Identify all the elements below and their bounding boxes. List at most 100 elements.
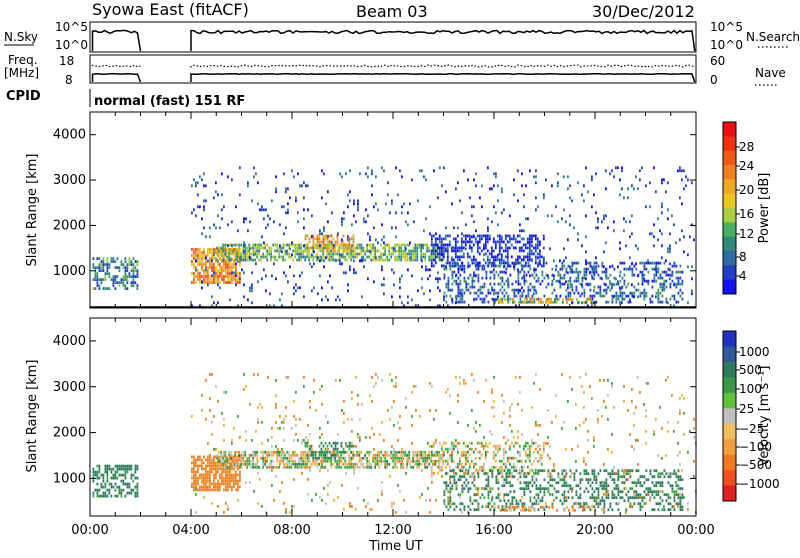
heatmap-cell <box>354 463 356 466</box>
heatmap-cell <box>191 254 193 257</box>
heatmap-cell <box>400 457 402 460</box>
heatmap-cell <box>386 460 388 463</box>
heatmap-cell <box>542 506 544 509</box>
heatmap-cell <box>316 253 318 256</box>
heatmap-cell <box>518 280 520 283</box>
heatmap-cell <box>262 454 264 457</box>
heatmap-cell <box>131 269 133 272</box>
heatmap-cell <box>626 493 628 496</box>
heatmap-cell <box>249 289 251 292</box>
heatmap-cell <box>530 499 532 502</box>
heatmap-cell <box>445 244 447 247</box>
heatmap-cell <box>228 451 230 454</box>
heatmap-cell <box>523 193 525 196</box>
heatmap-cell <box>581 283 583 286</box>
heatmap-cell <box>456 487 458 490</box>
heatmap-cell <box>507 241 509 244</box>
heatmap-cell <box>381 265 383 268</box>
heatmap-cell <box>195 259 197 262</box>
heatmap-cell <box>381 481 383 484</box>
heatmap-cell <box>273 451 275 454</box>
heatmap-cell <box>598 472 600 475</box>
heatmap-cell <box>523 205 525 208</box>
heatmap-cell <box>460 280 462 283</box>
heatmap-cell <box>105 275 107 278</box>
heatmap-cell <box>588 268 590 271</box>
heatmap-cell <box>388 259 390 262</box>
heatmap-cell <box>584 268 586 271</box>
heatmap-cell <box>646 295 648 298</box>
heatmap-cell <box>351 457 353 460</box>
heatmap-cell <box>615 277 617 280</box>
heatmap-cell <box>558 271 560 274</box>
heatmap-cell <box>532 301 534 304</box>
heatmap-cell <box>652 481 654 484</box>
heatmap-cell <box>454 481 456 484</box>
heatmap-cell <box>125 287 127 290</box>
heatmap-cell <box>485 262 487 265</box>
heatmap-cell <box>640 292 642 295</box>
heatmap-cell <box>571 268 573 271</box>
heatmap-cell <box>458 301 460 304</box>
heatmap-cell <box>325 442 327 445</box>
heatmap-cell <box>598 505 600 508</box>
heatmap-cell <box>313 235 315 238</box>
heatmap-cell <box>635 244 637 247</box>
heatmap-cell <box>391 502 393 505</box>
heatmap-cell <box>244 454 246 457</box>
heatmap-cell <box>246 256 248 259</box>
heatmap-cell <box>133 474 135 477</box>
heatmap-cell <box>497 445 499 448</box>
heatmap-cell <box>193 266 195 269</box>
heatmap-cell <box>193 254 195 257</box>
heatmap-cell <box>660 475 662 478</box>
heatmap-cell <box>222 457 224 460</box>
heatmap-cell <box>399 286 401 289</box>
heatmap-cell <box>514 289 516 292</box>
heatmap-cell <box>308 451 310 454</box>
heatmap-cell <box>410 460 412 463</box>
heatmap-cell <box>115 477 117 480</box>
heatmap-cell <box>246 460 248 463</box>
heatmap-cell <box>463 472 465 475</box>
heatmap-cell <box>205 379 207 382</box>
heatmap-cell <box>495 244 497 247</box>
heatmap-cell <box>377 463 379 466</box>
heatmap-cell <box>457 226 459 229</box>
heatmap-cell <box>399 280 401 283</box>
heatmap-cell <box>221 272 223 275</box>
heatmap-cell <box>302 466 304 469</box>
heatmap-cell <box>540 499 542 502</box>
heatmap-cell <box>127 275 129 278</box>
heatmap-cell <box>411 391 413 394</box>
heatmap-cell <box>590 298 592 301</box>
heatmap-cell <box>121 260 123 263</box>
heatmap-cell <box>135 260 137 263</box>
heatmap-cell <box>409 202 411 205</box>
heatmap-cell <box>597 220 599 223</box>
heatmap-cell <box>660 484 662 487</box>
heatmap-cell <box>460 469 462 472</box>
heatmap-cell <box>328 253 330 256</box>
heatmap-cell <box>624 481 626 484</box>
heatmap-cell <box>363 265 365 268</box>
heatmap-cell <box>461 232 463 235</box>
heatmap-cell <box>598 487 600 490</box>
heatmap-cell <box>640 481 642 484</box>
heatmap-cell <box>464 268 466 271</box>
heatmap-cell <box>294 253 296 256</box>
heatmap-cell <box>205 199 207 202</box>
heatmap-cell <box>243 217 245 220</box>
heatmap-cell <box>473 259 475 262</box>
heatmap-cell <box>571 199 573 202</box>
heatmap-cell <box>650 301 652 304</box>
heatmap-cell <box>636 490 638 493</box>
heatmap-cell <box>425 463 427 466</box>
heatmap-cell <box>578 496 580 499</box>
heatmap-cell <box>300 454 302 457</box>
heatmap-cell <box>441 250 443 253</box>
heatmap-cell <box>306 460 308 463</box>
heatmap-cell <box>133 275 135 278</box>
heatmap-cell <box>305 247 307 250</box>
